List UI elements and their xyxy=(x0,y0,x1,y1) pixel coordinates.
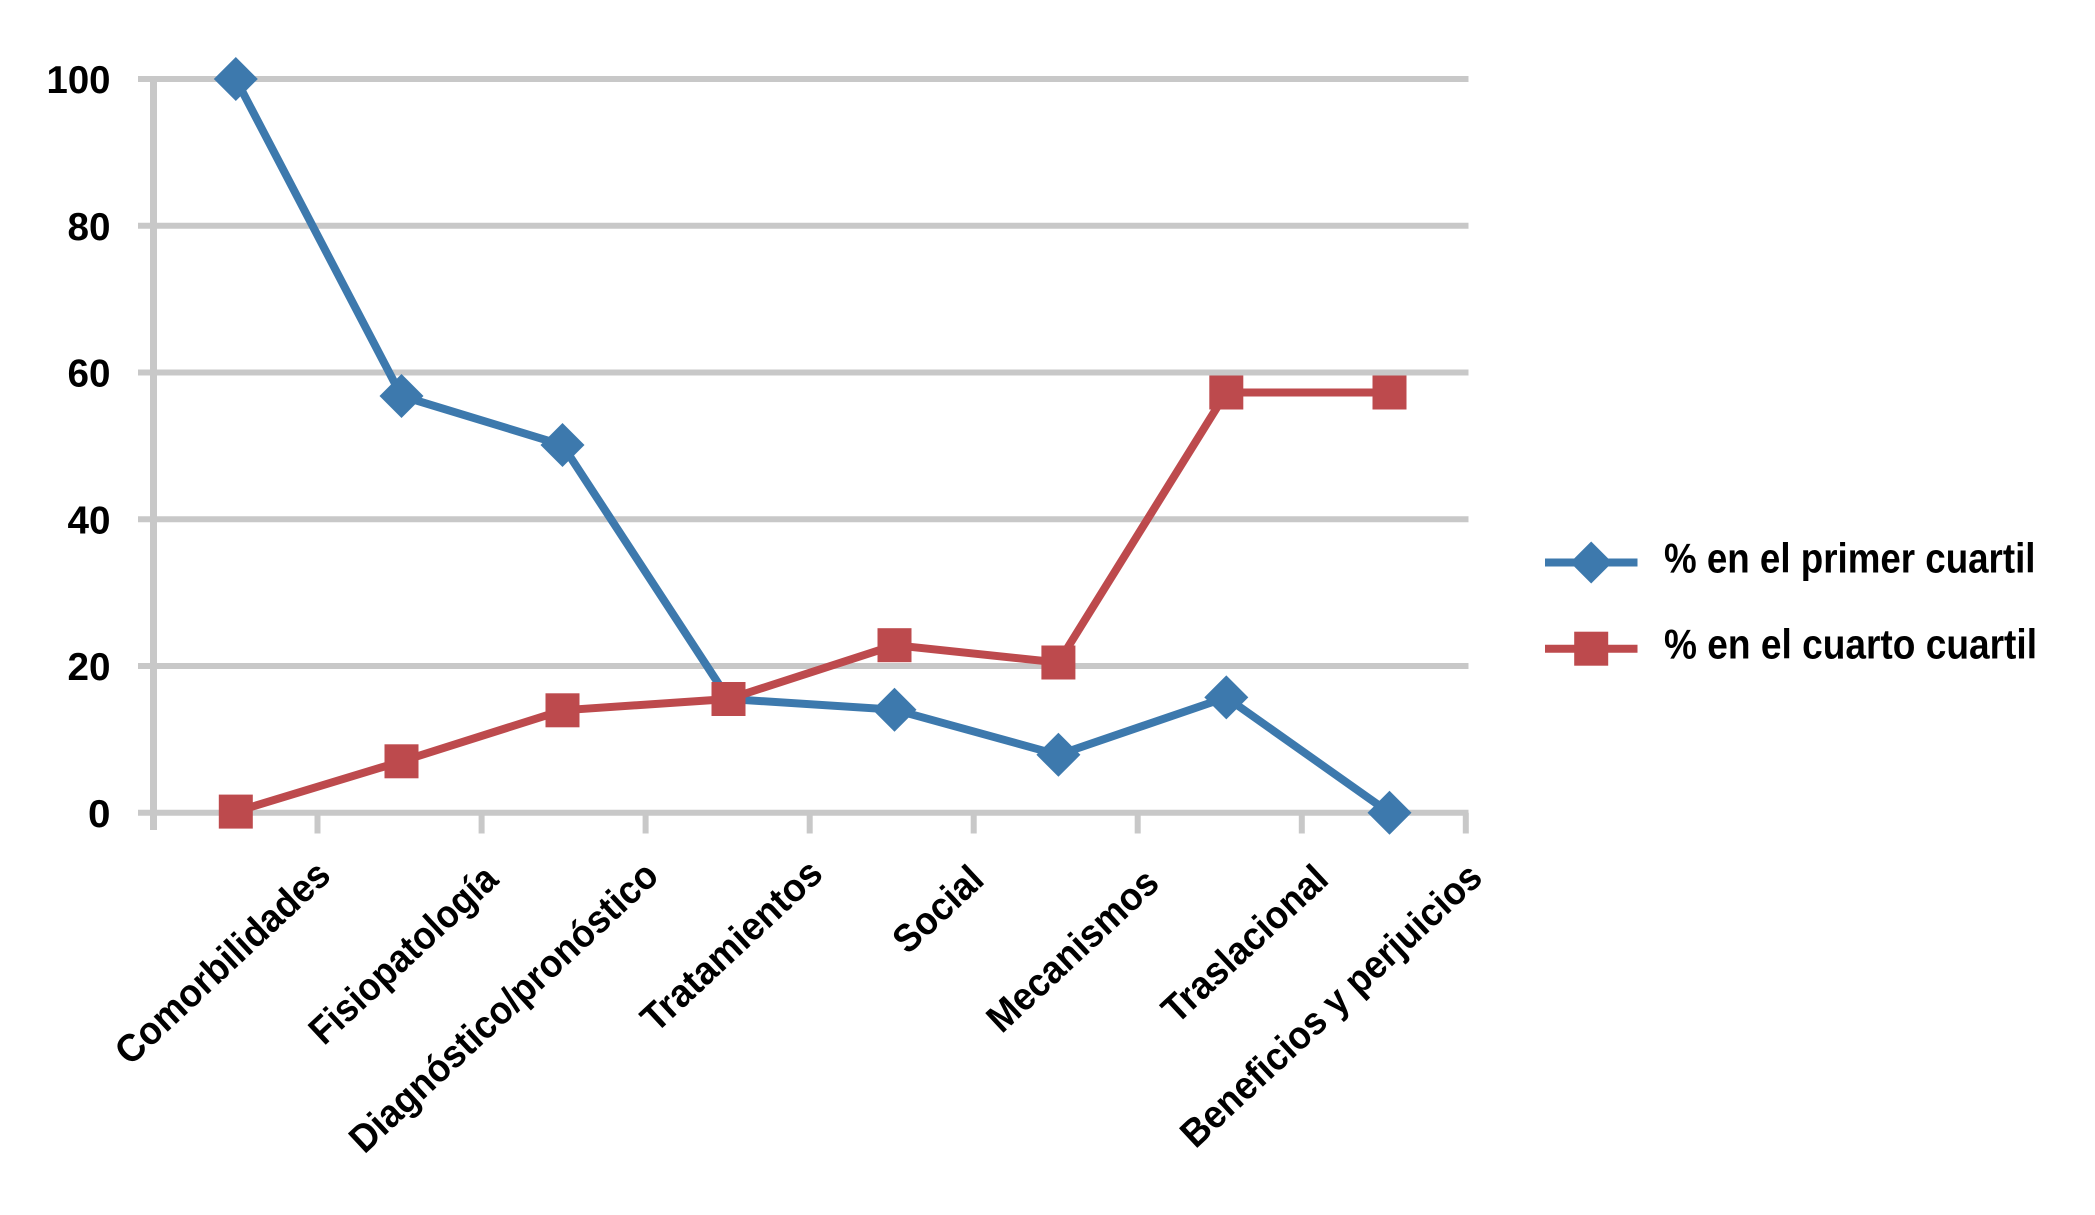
svg-text:20: 20 xyxy=(68,646,111,689)
svg-text:% en el primer cuartil: % en el primer cuartil xyxy=(1664,535,2036,582)
svg-text:80: 80 xyxy=(68,206,111,249)
svg-text:60: 60 xyxy=(68,353,111,396)
svg-text:0: 0 xyxy=(88,793,111,836)
svg-text:40: 40 xyxy=(68,499,111,542)
svg-text:% en el cuarto cuartil: % en el cuarto cuartil xyxy=(1664,621,2037,668)
svg-text:100: 100 xyxy=(47,59,111,102)
